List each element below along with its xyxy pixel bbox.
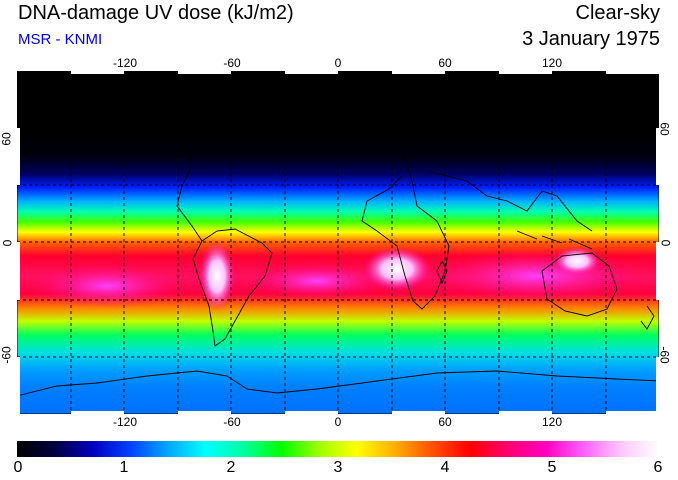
colorbar-label: 0 <box>13 459 23 476</box>
uv-dose-map <box>17 71 659 414</box>
dose-field <box>17 71 659 414</box>
lon-tick-label: -60 <box>223 56 241 70</box>
lon-tick-label: -120 <box>112 56 138 70</box>
coastline-madagascar <box>436 259 448 285</box>
lon-tick-label: 60 <box>438 56 452 70</box>
map-frame <box>17 71 659 414</box>
lat-tick-label: -60 <box>657 346 672 364</box>
lon-tick-label: 0 <box>334 415 342 429</box>
coastline-antarctica <box>17 370 659 397</box>
colorbar-label: 3 <box>333 459 343 476</box>
hotspot-australia <box>553 247 601 275</box>
dose-patch <box>247 263 387 299</box>
colorbar <box>17 441 659 457</box>
colorbar-label: 5 <box>547 459 557 476</box>
credit-label: MSR - KNMI <box>18 31 103 48</box>
colorbar-label: 6 <box>653 459 663 476</box>
lat-tick-label: 60 <box>657 122 672 136</box>
date-label: 3 January 1975 <box>522 28 660 50</box>
coastlines <box>17 85 659 397</box>
lon-tick-label: -120 <box>112 415 138 429</box>
coastline-australia <box>541 252 618 317</box>
coastline-south-america <box>192 228 273 347</box>
lon-tick-label: 60 <box>438 415 452 429</box>
hotspot-andes <box>199 241 235 311</box>
sky-condition-label: Clear-sky <box>575 2 660 24</box>
lat-tick-label: 60 <box>0 132 14 146</box>
coastline-north-america <box>36 85 203 242</box>
coastline-africa <box>361 130 450 310</box>
lon-tick-label: 120 <box>541 415 563 429</box>
lat-tick-label: 0 <box>658 239 673 247</box>
lon-tick-label: -60 <box>223 415 241 429</box>
colorbar-label: 4 <box>440 459 450 476</box>
graticule <box>17 71 659 414</box>
map-canvas <box>17 71 659 414</box>
lon-tick-label: 120 <box>541 56 563 70</box>
lon-tick-label: 0 <box>334 56 342 70</box>
map-title: DNA-damage UV dose (kJ/m2) <box>18 2 294 24</box>
coastline-new-zealand <box>640 305 655 330</box>
colorbar-label: 2 <box>226 459 236 476</box>
hotspot-southern-africa <box>363 247 431 291</box>
dose-patch <box>27 264 187 308</box>
lat-tick-label: -60 <box>0 346 14 364</box>
lat-tick-label: 0 <box>0 239 15 247</box>
coastline-asia <box>426 170 593 232</box>
colorbar-label: 1 <box>119 459 129 476</box>
